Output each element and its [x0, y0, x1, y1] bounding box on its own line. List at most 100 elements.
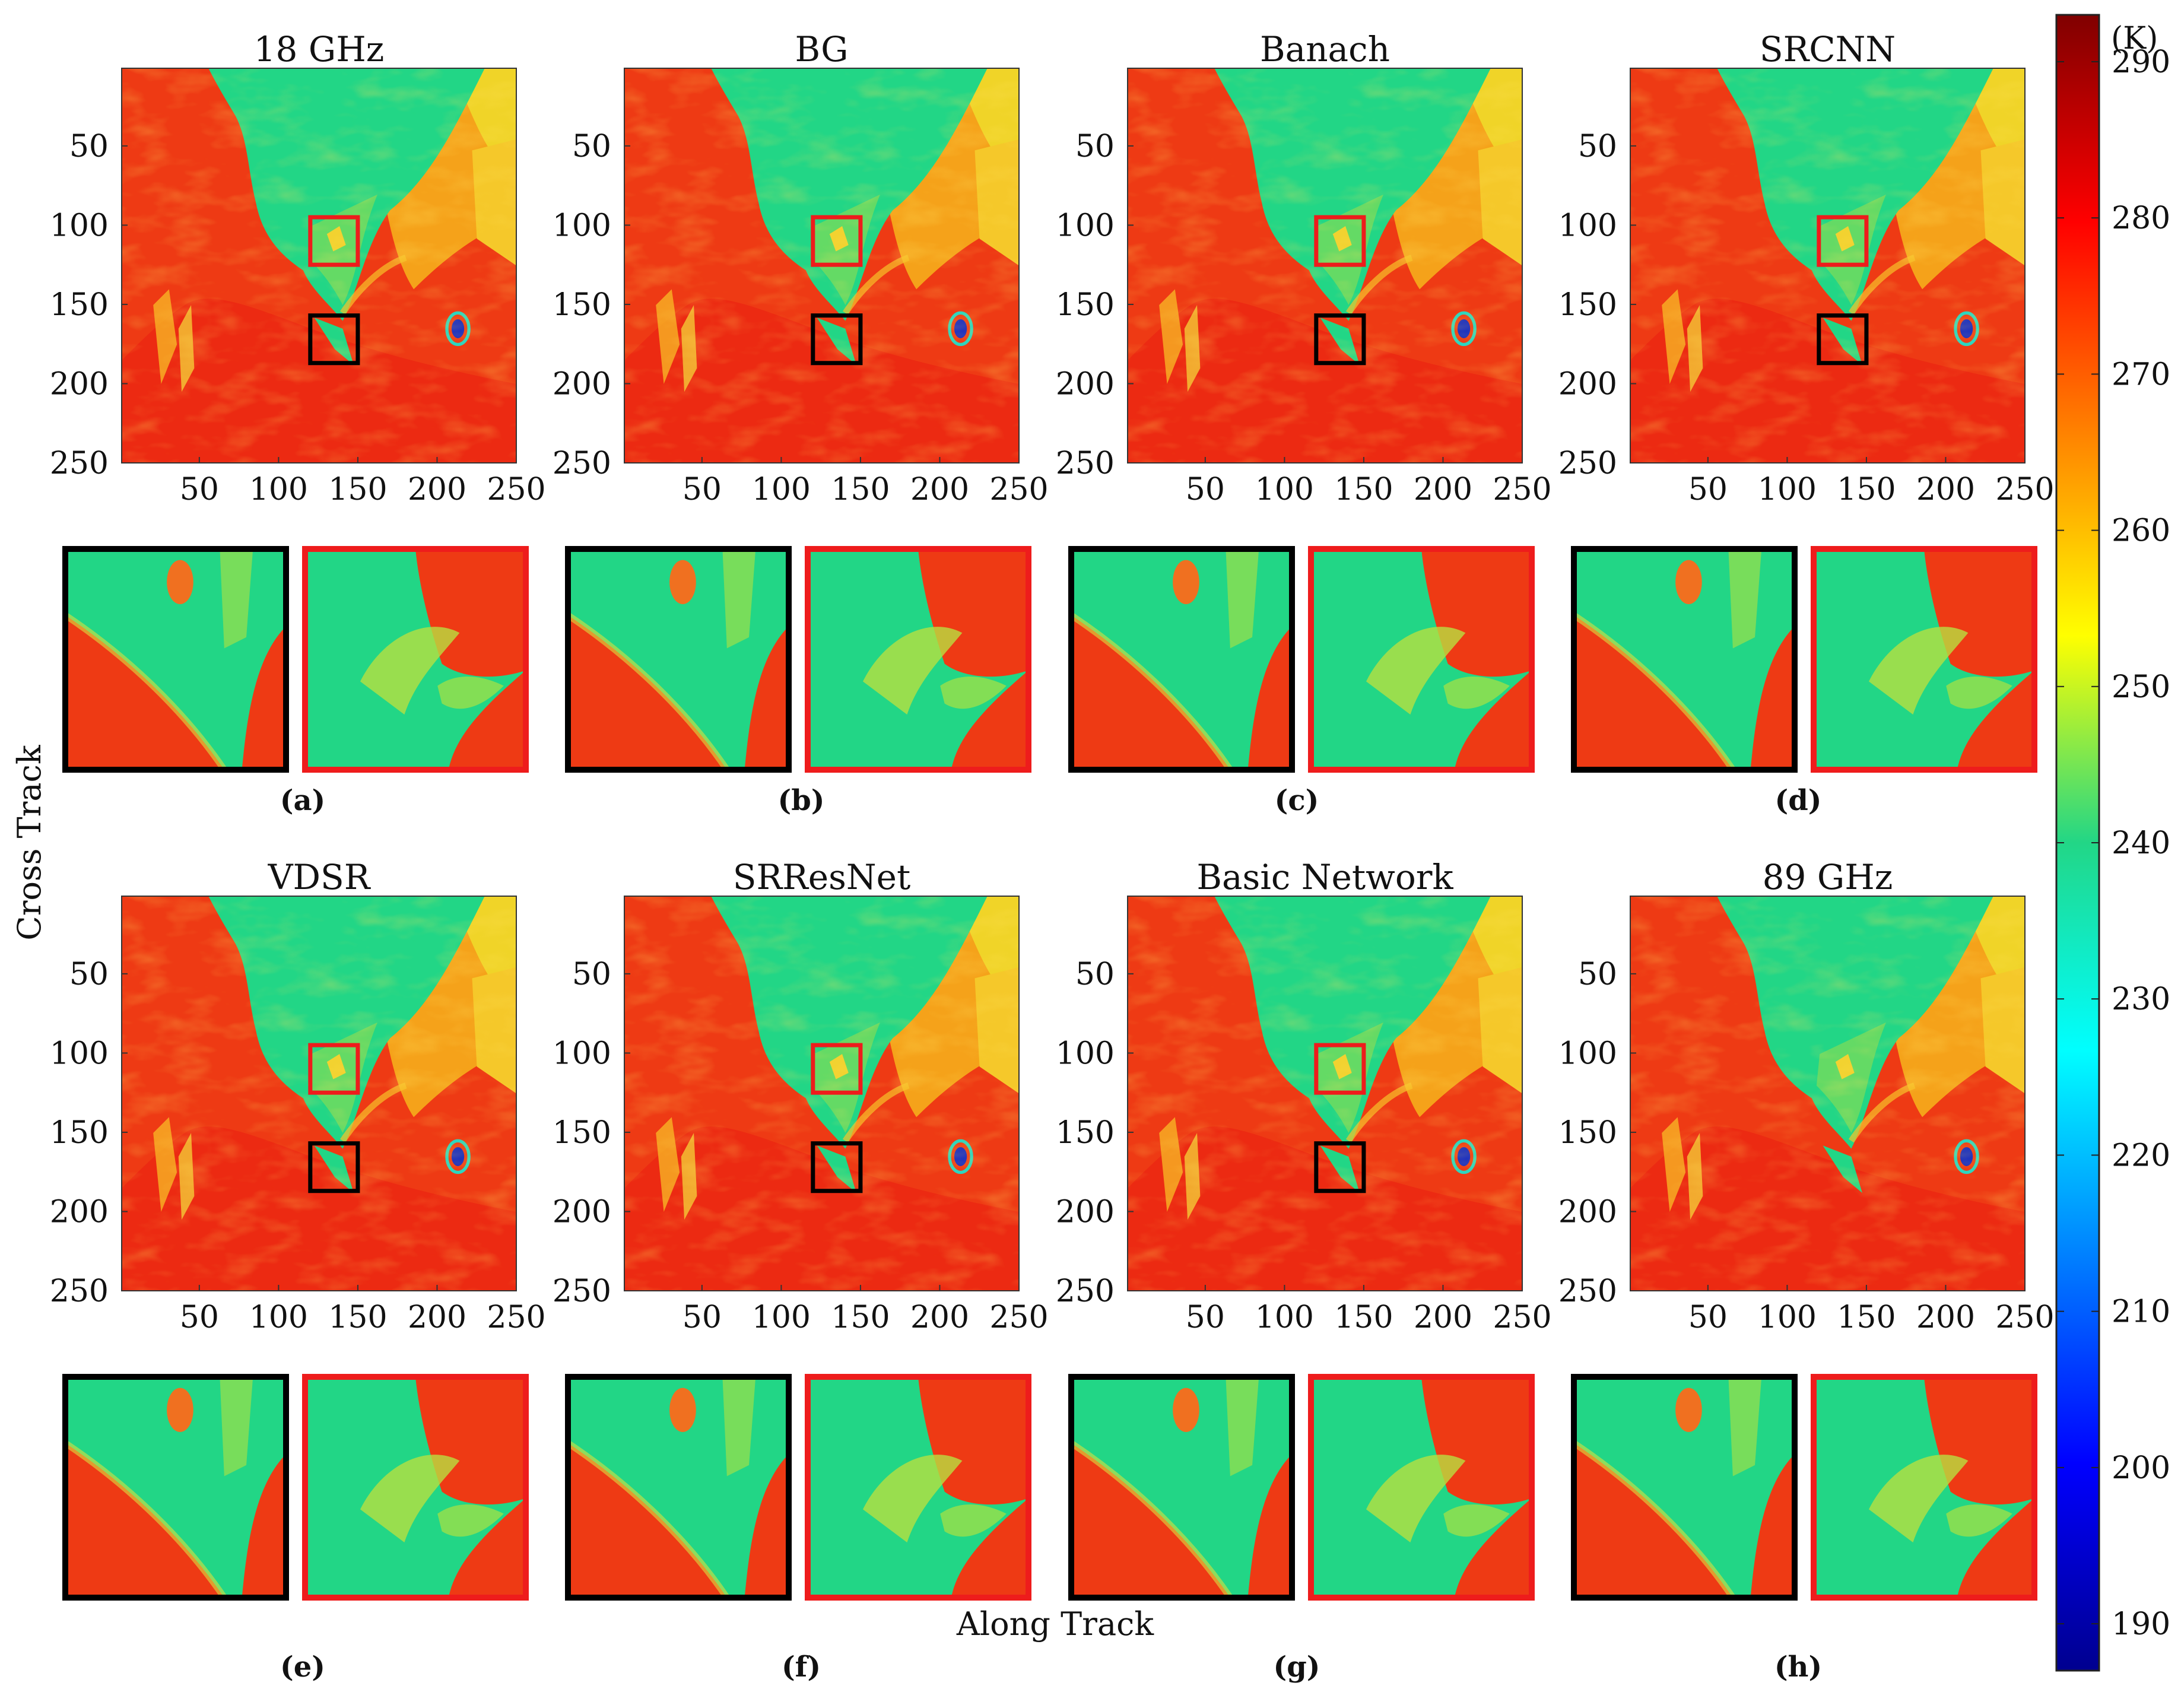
x-tick-label: 200	[408, 1300, 466, 1335]
zoom-inset-red	[1308, 1374, 1535, 1601]
colorbar-tick-label: 270	[2112, 357, 2170, 392]
colorbar-tick-label: 260	[2112, 513, 2170, 549]
colorbar-unit: (K)	[2111, 21, 2158, 56]
colorbar-tick-label: 230	[2112, 982, 2170, 1017]
panel-title: SRCNN	[1760, 29, 1896, 69]
x-tick-label: 150	[328, 472, 387, 507]
y-tick-label: 200	[1056, 1194, 1115, 1230]
x-tick-label: 250	[989, 1300, 1048, 1335]
y-axis-label: Cross Track	[11, 744, 48, 940]
x-tick-label: 100	[249, 1300, 308, 1335]
x-tick-label: 200	[1414, 1300, 1472, 1335]
y-tick-label: 150	[1056, 287, 1115, 323]
y-tick-label: 250	[1056, 446, 1115, 481]
x-tick-label: 100	[249, 472, 308, 507]
x-tick-label: 200	[1916, 472, 1975, 507]
x-tick-label: 150	[328, 1300, 387, 1335]
y-tick-label: 200	[1558, 1194, 1617, 1230]
zoom-inset-black	[1071, 549, 1292, 770]
x-tick-label: 50	[1186, 472, 1225, 507]
zoom-box-black	[1314, 313, 1366, 366]
x-tick-label: 50	[180, 1300, 219, 1335]
y-tick-label: 100	[50, 208, 109, 243]
panel-label: (c)	[1275, 784, 1319, 817]
panel-c: Banach 50 100 150 200 250 50 100 150 200 250 (c)	[1056, 29, 1552, 817]
axes-frame	[624, 68, 1020, 463]
y-tick-label: 100	[553, 208, 611, 243]
y-tick-label: 200	[1056, 366, 1115, 402]
zoom-box-black	[1314, 1141, 1366, 1193]
y-tick-label: 100	[1056, 1036, 1115, 1071]
zoom-box-black	[811, 313, 863, 366]
panel-h: 89 GHz 50 100 150 200 250 50 100 150 200 250 (h)	[1558, 857, 2055, 1684]
x-tick-label: 100	[1758, 472, 1817, 507]
zoom-box-red	[811, 1043, 863, 1095]
x-tick-label: 150	[1334, 1300, 1393, 1335]
panel-title: SRResNet	[733, 857, 911, 897]
x-tick-label: 100	[752, 472, 811, 507]
zoom-inset-red	[302, 546, 529, 773]
axes-frame	[1127, 896, 1523, 1291]
colorbar-tick-label: 250	[2112, 669, 2170, 705]
zoom-box-black	[1817, 313, 1869, 366]
zoom-inset-red	[805, 546, 1031, 773]
y-tick-label: 150	[50, 287, 109, 323]
x-tick-label: 100	[1255, 1300, 1314, 1335]
zoom-box-black	[308, 1141, 360, 1193]
x-tick-label: 150	[1837, 1300, 1896, 1335]
x-tick-label: 150	[1837, 472, 1896, 507]
x-tick-label: 200	[1916, 1300, 1975, 1335]
y-tick-label: 150	[50, 1115, 109, 1151]
zoom-inset-red	[805, 1374, 1031, 1601]
x-tick-label: 50	[1688, 472, 1728, 507]
panel-title: BG	[795, 29, 848, 69]
colorbar-tick-label: 210	[2112, 1294, 2170, 1330]
colorbar-tick-label: 220	[2112, 1138, 2170, 1173]
panel-g: Basic Network 50 100 150 200 250 50 100 150 200 25…	[1056, 857, 1552, 1684]
panel-title: 89 GHz	[1763, 857, 1893, 897]
zoom-inset-red	[302, 1374, 529, 1601]
colorbar: (K) 290 280 270 260 250 240 230 220 210 200 190	[2055, 14, 2170, 1672]
zoom-inset-black	[1071, 1377, 1292, 1598]
zoom-inset-black	[65, 549, 286, 770]
x-tick-label: 150	[831, 472, 890, 507]
zoom-box-black	[308, 313, 360, 366]
y-tick-label: 150	[553, 1115, 611, 1151]
y-tick-label: 250	[50, 1274, 109, 1309]
y-tick-label: 50	[69, 957, 109, 992]
axes-frame	[1630, 896, 2026, 1291]
zoom-box-red	[1314, 1043, 1366, 1095]
panel-title: VDSR	[268, 857, 372, 897]
y-tick-label: 100	[1558, 208, 1617, 243]
panel-d: SRCNN 50 100 150 200 250 50 100 150 200 250 (d)	[1558, 29, 2055, 817]
x-tick-label: 200	[910, 472, 969, 507]
colorbar-tick-label: 290	[2112, 45, 2170, 80]
y-tick-label: 150	[1558, 1115, 1617, 1151]
y-tick-label: 50	[1075, 129, 1115, 164]
x-tick-label: 250	[1995, 1300, 2054, 1335]
y-tick-label: 50	[572, 129, 611, 164]
y-tick-label: 150	[553, 287, 611, 323]
panel-label: (e)	[280, 1650, 325, 1684]
zoom-inset-red	[1811, 1374, 2037, 1601]
x-tick-label: 50	[682, 1300, 722, 1335]
x-tick-label: 50	[1186, 1300, 1225, 1335]
axes-frame	[121, 68, 517, 463]
axes-frame	[624, 896, 1020, 1291]
y-tick-label: 100	[50, 1036, 109, 1071]
x-tick-label: 250	[1995, 472, 2054, 507]
zoom-box-red	[1314, 215, 1366, 267]
panel-label: (b)	[778, 784, 825, 817]
panel-label: (a)	[280, 784, 326, 817]
y-tick-label: 200	[50, 1194, 109, 1230]
panel-label: (f)	[782, 1650, 821, 1684]
y-tick-label: 50	[572, 957, 611, 992]
zoom-inset-black	[65, 1377, 286, 1598]
x-tick-label: 100	[752, 1300, 811, 1335]
zoom-inset-red	[1308, 546, 1535, 773]
axes-frame	[1630, 68, 2026, 463]
zoom-inset-black	[1574, 1377, 1795, 1598]
x-tick-label: 100	[1758, 1300, 1817, 1335]
x-tick-label: 250	[989, 472, 1048, 507]
